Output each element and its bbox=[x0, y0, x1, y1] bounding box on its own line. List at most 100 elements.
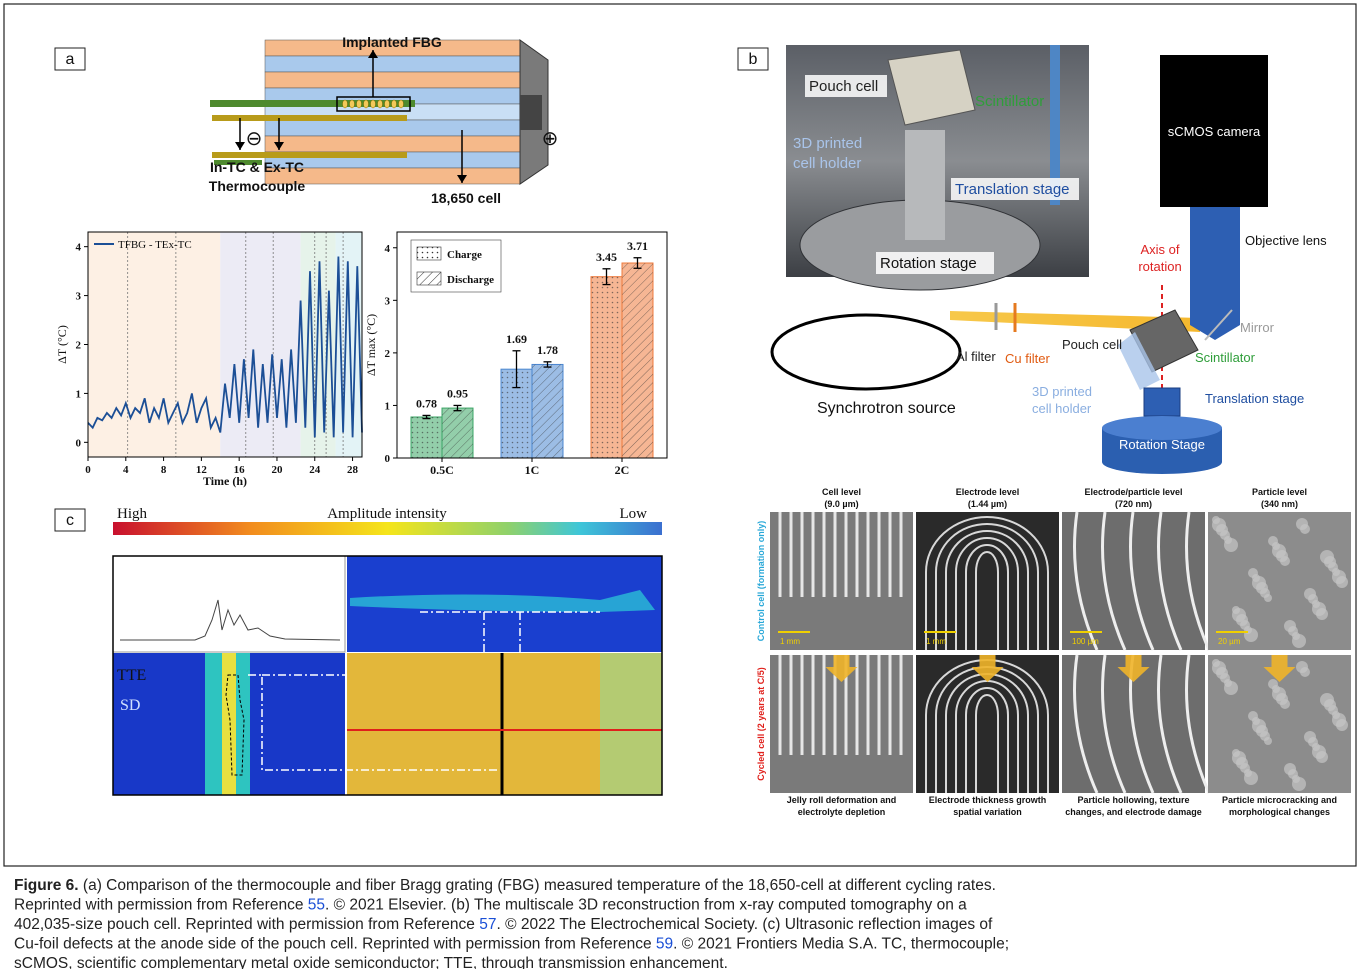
micro-feature bbox=[1280, 556, 1290, 566]
cell-layer bbox=[265, 72, 520, 88]
phase-region bbox=[220, 232, 300, 457]
schematic-label: Scintillator bbox=[1195, 350, 1256, 365]
photo-label: Rotation stage bbox=[880, 255, 977, 272]
y-tick-label: 0 bbox=[385, 453, 391, 465]
phase-region bbox=[88, 232, 220, 457]
micro-feature bbox=[1300, 524, 1310, 534]
micro-feature bbox=[1264, 594, 1272, 602]
micro-feature bbox=[1244, 628, 1258, 642]
image-label: SD bbox=[120, 697, 140, 714]
y-tick-label: 2 bbox=[385, 348, 391, 360]
photo-post bbox=[905, 130, 945, 240]
cell-layer bbox=[265, 136, 520, 152]
cell-layer bbox=[265, 56, 520, 72]
x-tick-label: 20 bbox=[271, 464, 283, 476]
y-tick-label: 3 bbox=[385, 295, 391, 307]
micro-feature bbox=[1244, 771, 1258, 785]
schematic-label: Translation stage bbox=[1205, 391, 1304, 406]
caption-text: Cu-foil defects at the anode side of the… bbox=[14, 936, 656, 953]
caption-line: 402,035-size pouch cell. Reprinted with … bbox=[14, 916, 993, 933]
caption-label: Figure 6. bbox=[14, 877, 79, 894]
micro-feature bbox=[1292, 634, 1306, 648]
micro-feature bbox=[1300, 667, 1310, 677]
y-tick-label: 4 bbox=[76, 242, 82, 254]
column-title: Electrode/particle level bbox=[1084, 487, 1182, 497]
x-tick-label: 8 bbox=[161, 464, 167, 476]
cell-layer bbox=[265, 120, 520, 136]
photo-label: cell holder bbox=[793, 155, 861, 172]
scale-label: Low bbox=[620, 506, 648, 522]
y-axis-label: ΔT max (°C) bbox=[364, 314, 378, 376]
finding-label: changes, and electrode damage bbox=[1065, 807, 1202, 817]
column-resolution: (1.44 µm) bbox=[968, 499, 1007, 509]
legend-swatch bbox=[417, 272, 441, 285]
column-resolution: (720 nm) bbox=[1115, 499, 1152, 509]
micro-feature bbox=[1316, 608, 1328, 620]
legend-label: Discharge bbox=[447, 274, 494, 286]
fbg-grating bbox=[357, 100, 362, 108]
y-tick-label: 4 bbox=[385, 243, 391, 255]
amplitude-scale bbox=[113, 522, 662, 535]
schematic-label: Al filter bbox=[956, 349, 996, 364]
caption-line: Cu-foil defects at the anode side of the… bbox=[14, 936, 1009, 953]
panel-label: a bbox=[66, 51, 75, 68]
finding-label: Particle microcracking and bbox=[1222, 795, 1337, 805]
terminal-symbol: ⊖ bbox=[246, 128, 263, 150]
caption-text: . © 2021 Frontiers Media S.A. TC, thermo… bbox=[673, 936, 1009, 953]
bar-pattern bbox=[532, 364, 563, 458]
y-tick-label: 1 bbox=[76, 388, 82, 400]
column-title: Electrode level bbox=[956, 487, 1020, 497]
schematic-label: sCMOS camera bbox=[1168, 124, 1261, 139]
schematic-label: Objective lens bbox=[1245, 233, 1327, 248]
photo-label: Translation stage bbox=[955, 181, 1070, 198]
schematic-label: Cu filter bbox=[1005, 351, 1050, 366]
value-label: 1.69 bbox=[506, 332, 527, 346]
caption-text: . © 2022 The Electrochemical Society. (c… bbox=[496, 916, 993, 933]
caption-text: Reprinted with permission from Reference bbox=[14, 897, 308, 914]
micro-feature bbox=[1280, 699, 1290, 709]
schematic-label: Mirror bbox=[1240, 320, 1275, 335]
reference-link[interactable]: 59 bbox=[656, 936, 673, 953]
thermocouple-wire bbox=[212, 115, 407, 121]
micro-feature bbox=[1264, 737, 1272, 745]
scale-label: High bbox=[117, 506, 148, 522]
panel-label: c bbox=[66, 512, 74, 529]
column-title: Cell level bbox=[822, 487, 861, 497]
value-label: 0.78 bbox=[416, 396, 437, 410]
caption-line: Reprinted with permission from Reference… bbox=[14, 897, 967, 914]
finding-label: electrolyte depletion bbox=[798, 807, 886, 817]
a-scan bbox=[113, 556, 345, 652]
value-label: 3.71 bbox=[627, 239, 648, 253]
reference-link[interactable]: 57 bbox=[479, 916, 496, 933]
scale-label: 20 µm bbox=[1218, 637, 1241, 646]
arrow-head bbox=[235, 142, 245, 150]
bar-pattern bbox=[411, 417, 442, 458]
fbg-grating bbox=[371, 100, 376, 108]
finding-label: Particle hollowing, texture bbox=[1077, 795, 1189, 805]
column-resolution: (9.0 µm) bbox=[824, 499, 858, 509]
fbg-grating bbox=[378, 100, 383, 108]
y-axis-label: ΔT (°C) bbox=[55, 325, 69, 364]
finding-label: Jelly roll deformation and bbox=[787, 795, 897, 805]
micro-feature bbox=[1336, 719, 1348, 731]
fbg-grating bbox=[350, 100, 355, 108]
scale-label: 100 µm bbox=[1072, 637, 1099, 646]
reference-link[interactable]: 55 bbox=[308, 897, 325, 914]
objective bbox=[1190, 207, 1240, 297]
diagram-label: Thermocouple bbox=[209, 178, 306, 194]
row-label: Cycled cell (2 years at C/5) bbox=[756, 667, 766, 781]
panel-label: b bbox=[749, 51, 758, 68]
fbg-grating bbox=[385, 100, 390, 108]
x-tick-label: 28 bbox=[347, 464, 359, 476]
schematic-label: Axis of bbox=[1140, 242, 1179, 257]
value-label: 1.78 bbox=[537, 343, 558, 357]
scale-label: Amplitude intensity bbox=[327, 506, 447, 522]
photo-label: 3D printed bbox=[793, 135, 862, 152]
x-tick-label: 0 bbox=[85, 464, 91, 476]
y-tick-label: 3 bbox=[76, 291, 82, 303]
micro-feature bbox=[1224, 538, 1238, 552]
finding-label: morphological changes bbox=[1229, 807, 1330, 817]
bar-pattern bbox=[622, 263, 653, 458]
figure-page: abcImplanted FBG⊖⊕In-TC & Ex-TCThermocou… bbox=[0, 0, 1360, 969]
x-axis-label: Time (h) bbox=[203, 474, 247, 488]
